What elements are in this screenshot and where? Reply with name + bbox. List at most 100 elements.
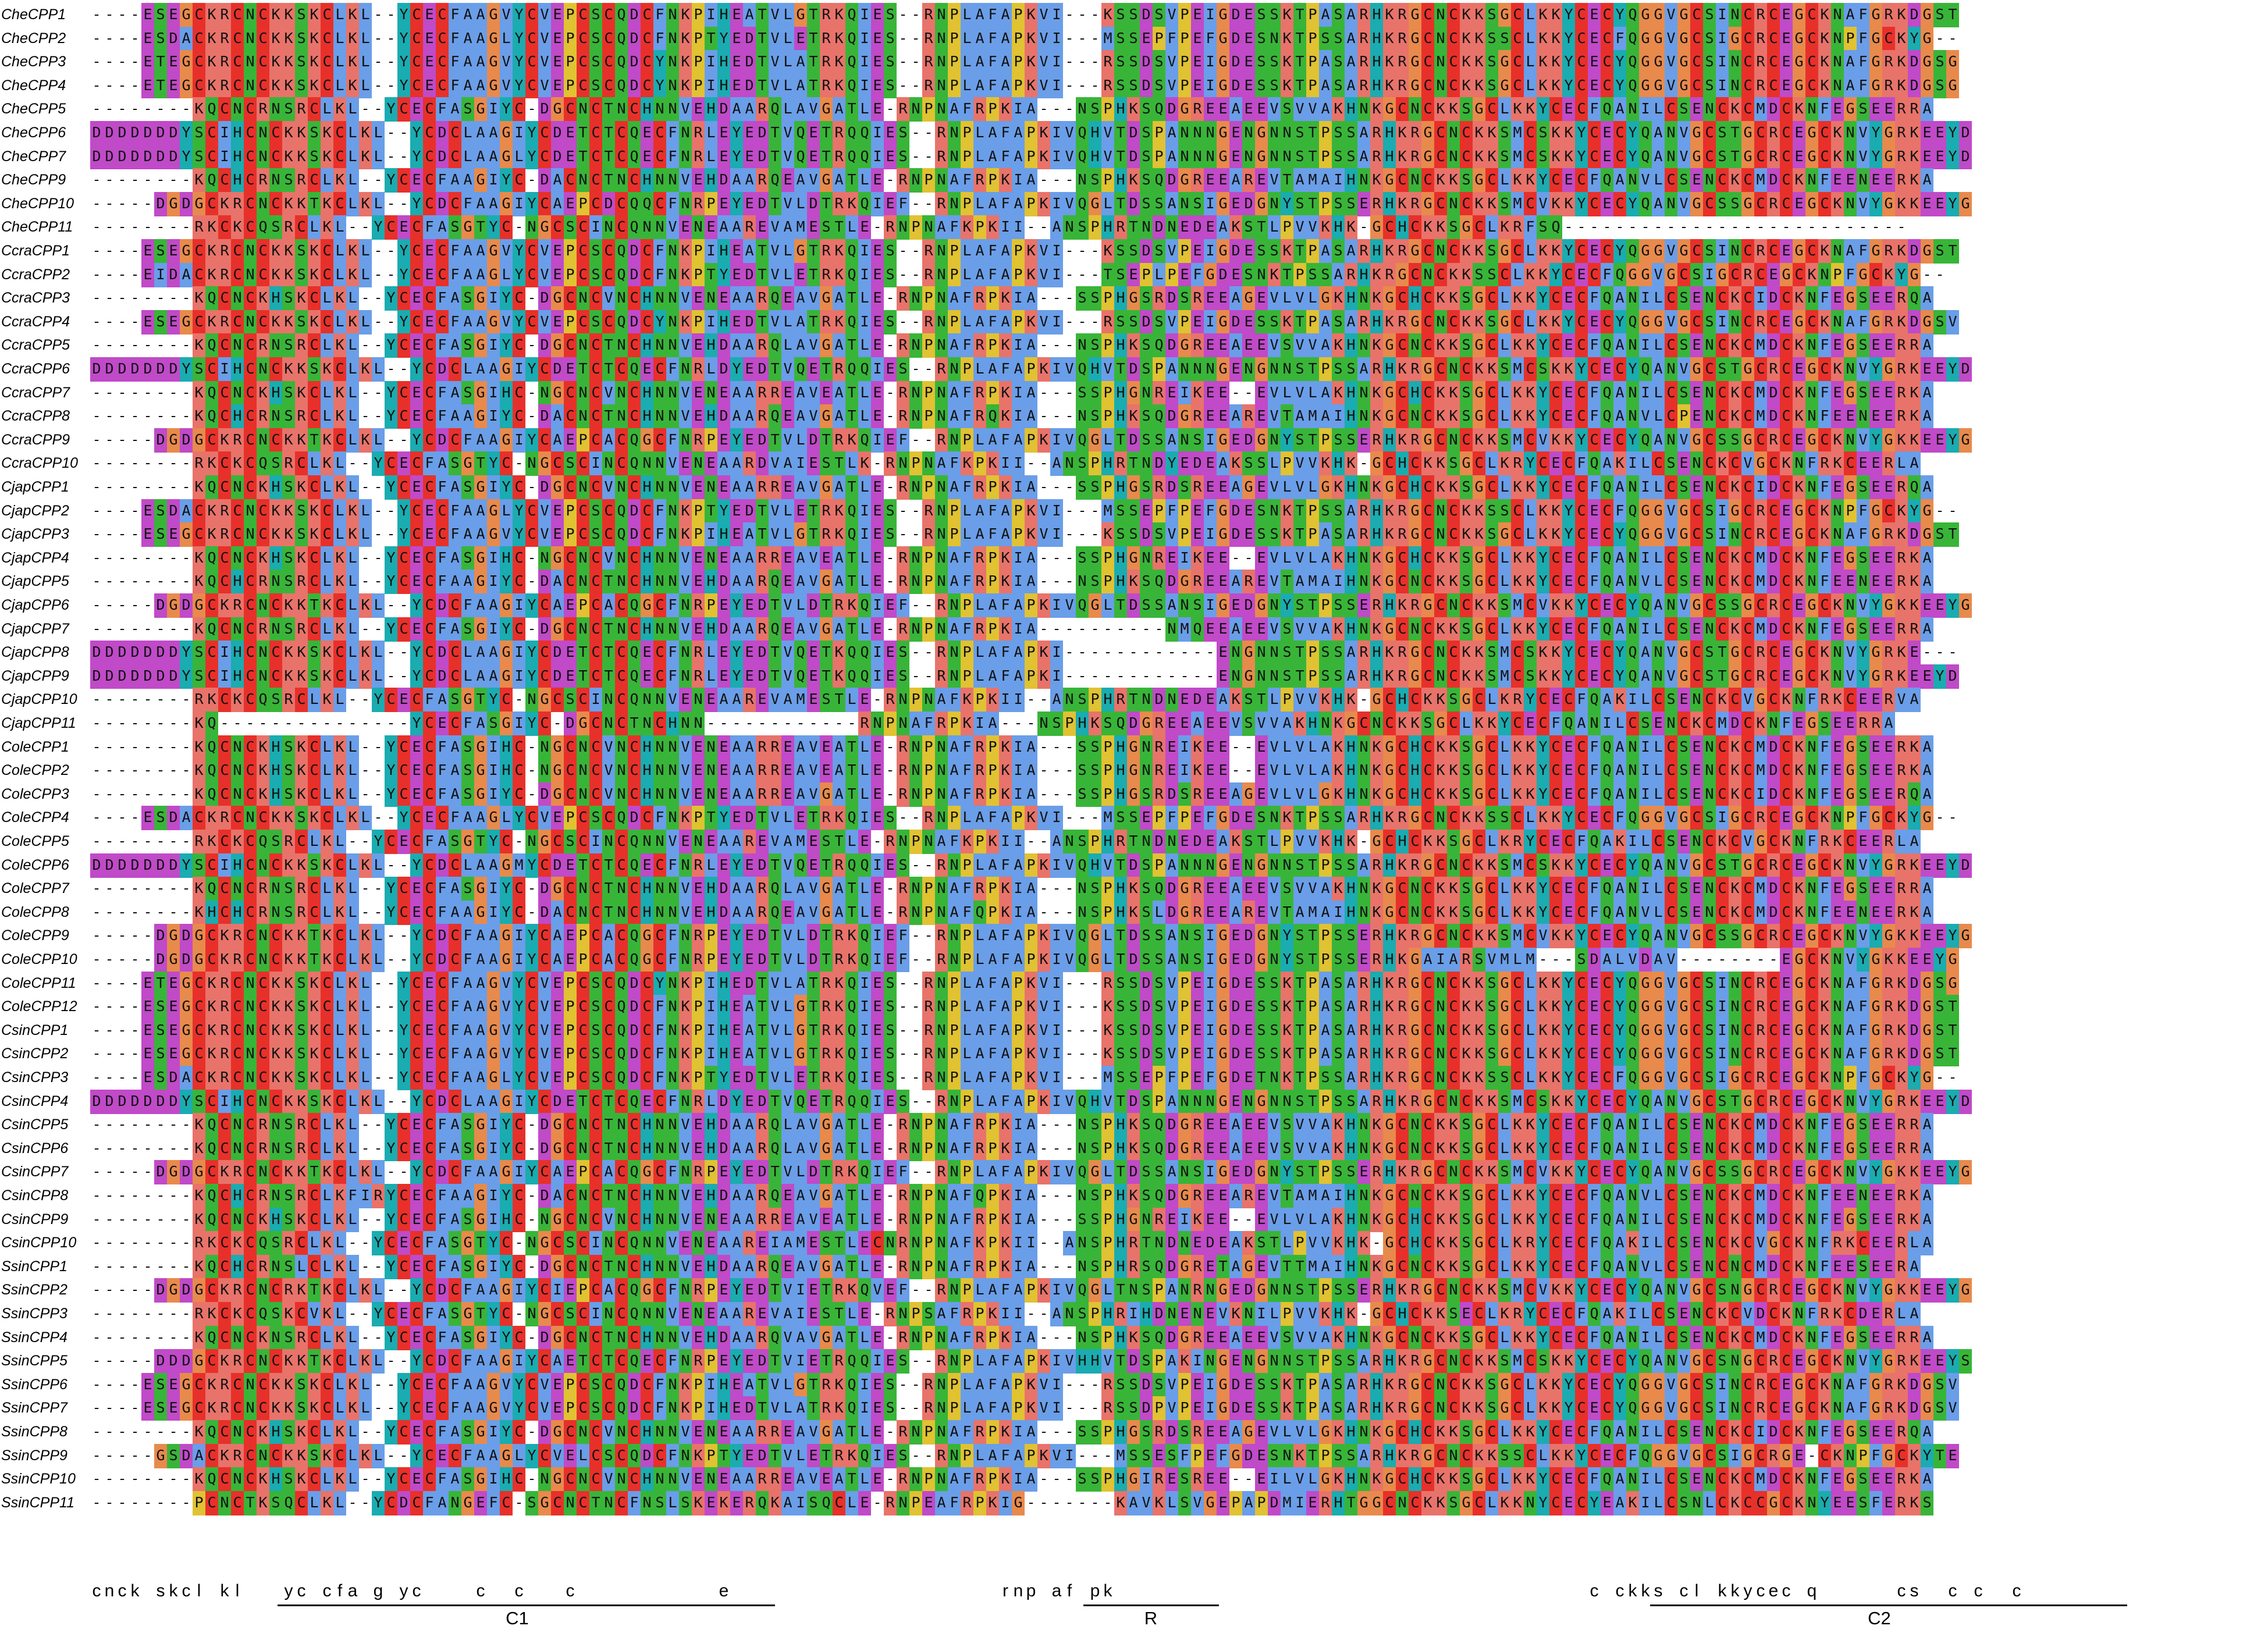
residue: E [692,782,705,807]
residue: - [1078,643,1087,661]
residue: K [1485,711,1498,736]
residue: K [1434,759,1447,784]
residue: K [1729,404,1741,429]
residue: L [346,380,359,405]
residue: - [386,265,396,283]
residue: - [1039,454,1048,472]
residue: H [1383,428,1396,453]
residue: - [130,194,140,212]
residue: G [1383,475,1396,500]
residue: C [1716,546,1729,571]
residue: L [333,262,346,287]
residue: N [1268,428,1281,453]
residue: K [282,3,295,27]
residue: Y [1562,522,1575,547]
residue: V [602,380,615,405]
residue: - [374,171,383,188]
residue: G [1255,121,1268,145]
residue: V [769,522,781,547]
residue: C [1485,404,1498,429]
residue: C [1652,688,1665,713]
residue: C [615,191,628,216]
residue: K [1396,593,1409,618]
residue: R [935,641,948,666]
residue: A [1921,168,1933,193]
residue: L [973,664,986,689]
residue: K [1524,168,1537,193]
residue: Y [180,664,193,689]
residue: A [1217,451,1229,476]
residue: K [1447,759,1460,784]
residue: - [143,289,152,307]
residue: I [1204,191,1217,216]
residue: V [1268,711,1281,736]
residue: N [1370,711,1383,736]
residue: D [743,499,756,524]
residue: K [282,50,295,75]
residue: - [1065,29,1074,47]
residue: D [180,593,193,618]
residue: N [653,168,666,193]
residue: V [679,380,692,405]
residue: C [525,3,538,27]
residue: C [1549,735,1562,760]
residue: P [692,3,705,27]
residue: I [1332,404,1345,429]
residue: C [1767,664,1780,689]
residue: A [1025,286,1037,311]
residue: K [1370,546,1383,571]
residue: Q [615,309,628,335]
residue: P [1101,168,1114,193]
residue: D [1165,97,1178,122]
residue: N [948,641,961,666]
residue: E [1588,309,1601,335]
residue: I [1050,144,1063,169]
residue: S [1857,380,1869,405]
residue: C [1626,711,1639,736]
residue: I [487,404,500,429]
residue: - [1090,667,1100,684]
residue: I [1639,759,1652,784]
residue: - [105,171,114,188]
residue: E [551,262,564,287]
residue: V [1037,522,1050,547]
residue: N [653,286,666,311]
residue: C [1549,546,1562,571]
residue: - [92,100,101,118]
residue: P [1063,711,1076,736]
residue: K [1793,759,1805,784]
residue: S [589,50,602,75]
residue: E [410,546,423,571]
residue: A [1575,711,1588,736]
residue: C [397,404,410,429]
residue: A [1025,782,1037,807]
residue: V [1857,121,1869,145]
residue: G [1882,357,1895,382]
residue: G [1793,641,1805,666]
residue: R [935,357,948,382]
residue: C [308,168,321,193]
residue: V [538,26,551,51]
residue: E [1882,475,1895,500]
residue: V [1652,262,1665,287]
residue: K [257,735,269,760]
residue: Y [1575,191,1588,216]
residue: C [244,759,257,784]
residue: K [1537,664,1549,689]
residue: C [257,3,269,27]
residue: S [1293,357,1306,382]
residue: C [1575,475,1588,500]
residue: F [986,499,999,524]
residue: H [641,168,653,193]
residue: Y [487,215,500,240]
residue: E [1217,404,1229,429]
residue: N [615,286,628,311]
residue: V [1293,688,1306,713]
residue: C [218,97,231,122]
residue: E [705,688,717,713]
residue: V [1229,711,1242,736]
sequence-label: ColeCPP1 [1,738,69,755]
residue: R [858,711,871,736]
residue: G [1383,735,1396,760]
